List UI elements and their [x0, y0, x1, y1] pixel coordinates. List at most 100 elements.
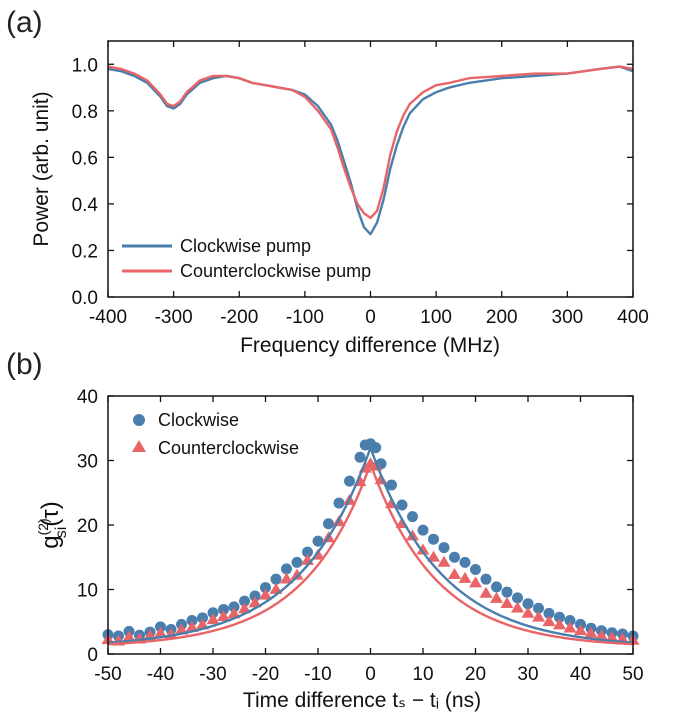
data-point-clockwise	[564, 614, 576, 626]
data-point-clockwise	[323, 518, 334, 530]
data-point-clockwise	[407, 511, 418, 523]
xtick-label: -50	[94, 664, 121, 685]
data-point-clockwise	[428, 533, 439, 545]
legend-counterclockwise-pump-label: Counterclockwise pump	[180, 261, 371, 281]
panel-b-xlabel: Time difference tₛ − tᵢ (ns)	[243, 689, 481, 712]
data-point-counterclockwise	[196, 618, 209, 630]
data-point-clockwise	[249, 590, 261, 602]
panel-b-ylabel-sub: si	[53, 527, 70, 539]
legend-clockwise-label: Clockwise	[158, 410, 239, 430]
ytick-label: 10	[77, 581, 98, 602]
data-point-counterclockwise	[238, 602, 251, 614]
legend-clockwise-pump-label: Clockwise pump	[180, 236, 311, 256]
data-point-counterclockwise	[469, 576, 482, 588]
data-point-clockwise	[554, 611, 565, 623]
series-line-0	[107, 65, 634, 236]
ytick-label: 0.0	[72, 288, 98, 309]
series-line-1	[107, 65, 634, 220]
data-point-clockwise	[417, 524, 429, 536]
data-point-counterclockwise	[458, 571, 472, 583]
data-point-clockwise	[459, 556, 471, 568]
xtick-label: -300	[155, 307, 193, 328]
data-point-counterclockwise	[122, 630, 136, 642]
ytick-label: 0	[87, 645, 98, 666]
data-point-counterclockwise	[248, 596, 262, 608]
data-point-clockwise	[522, 598, 534, 610]
panel-b-frame	[107, 395, 634, 655]
data-point-clockwise	[396, 499, 408, 511]
panel-a-legend: Clockwise pump Counterclockwise pump	[122, 236, 371, 281]
legend-counterclockwise-label: Counterclockwise	[158, 438, 299, 458]
xtick-label: -40	[147, 664, 174, 685]
panel-a-ylabel: Power (arb. unit)	[30, 91, 53, 246]
xtick-label: 40	[570, 664, 591, 685]
data-point-clockwise	[543, 607, 555, 619]
data-point-clockwise	[281, 563, 292, 575]
data-point-clockwise	[239, 595, 250, 607]
data-point-counterclockwise	[154, 626, 167, 638]
ytick-label: 40	[77, 387, 98, 408]
data-point-clockwise	[270, 573, 282, 585]
data-point-counterclockwise	[217, 609, 230, 621]
panel-a-xlabel: Frequency difference (MHz)	[240, 334, 500, 357]
panel-b: (b) -50 -40 -30 -20 -10 0 10 20 30 40 50 0 10 20 30 40…	[6, 348, 644, 712]
data-point-counterclockwise	[511, 601, 524, 613]
data-point-counterclockwise	[595, 629, 608, 641]
data-point-clockwise	[228, 601, 240, 613]
data-point-counterclockwise	[563, 621, 577, 633]
data-point-counterclockwise	[553, 618, 566, 630]
xtick-label: -10	[304, 664, 331, 685]
fit-line-2	[107, 444, 634, 644]
xtick-label: -100	[286, 307, 324, 328]
data-point-counterclockwise	[206, 613, 220, 625]
data-point-counterclockwise	[542, 615, 556, 627]
xtick-label: 10	[412, 664, 433, 685]
panel-a-label: (a)	[6, 6, 43, 39]
data-point-clockwise	[480, 573, 492, 585]
data-point-counterclockwise	[437, 555, 451, 567]
data-point-counterclockwise	[479, 586, 493, 598]
data-point-counterclockwise	[259, 588, 272, 600]
data-point-counterclockwise	[574, 624, 587, 636]
panel-a-xticks: -400 -300 -200 -100 0 100 200 300 400	[89, 41, 649, 328]
data-point-counterclockwise	[427, 550, 440, 562]
data-point-counterclockwise	[280, 572, 293, 584]
panel-a: (a) -400 -300 -200 -100 0 100 200 300 400 0.0 0.2…	[6, 6, 649, 357]
data-point-clockwise	[260, 582, 271, 594]
data-point-clockwise	[197, 612, 208, 624]
xtick-label: -200	[220, 307, 258, 328]
data-point-counterclockwise	[448, 568, 461, 580]
ytick-label: 0.2	[72, 241, 98, 262]
ytick-label: 0.4	[72, 195, 99, 216]
panel-b-ylabel-main: g	[37, 535, 64, 548]
data-point-clockwise	[512, 592, 523, 604]
panel-b-ylabel-super: (2)	[35, 518, 51, 535]
data-point-clockwise	[438, 542, 450, 554]
xtick-label: 100	[420, 307, 452, 328]
xtick-label: 400	[617, 307, 649, 328]
panel-b-ylabel: g(2) si(τ)	[35, 501, 70, 549]
data-point-clockwise	[370, 442, 382, 454]
data-point-clockwise	[533, 602, 544, 614]
data-point-counterclockwise	[416, 543, 430, 555]
xtick-label: 50	[622, 664, 643, 685]
legend-clockwise-marker	[133, 414, 145, 426]
ytick-label: 0.8	[72, 102, 98, 123]
panel-a-plot-area	[107, 65, 634, 236]
data-point-clockwise	[344, 475, 355, 487]
data-point-clockwise	[302, 546, 313, 558]
data-point-counterclockwise	[500, 597, 514, 609]
panel-b-xticks: -50 -40 -30 -20 -10 0 10 20 30 40 50	[94, 396, 644, 685]
data-point-clockwise	[186, 614, 198, 626]
ytick-label: 1.0	[72, 55, 98, 76]
data-point-clockwise	[386, 479, 397, 491]
panel-b-legend: Clockwise Counterclockwise	[132, 410, 299, 458]
panel-b-label: (b)	[6, 348, 43, 381]
panel-b-ylabel-text: g(2) si(τ)	[35, 501, 70, 549]
data-point-clockwise	[354, 451, 366, 463]
data-point-clockwise	[449, 551, 460, 563]
panel-b-yticks: 0 10 20 30 40	[77, 387, 633, 666]
xtick-label: 300	[552, 307, 584, 328]
xtick-label: 0	[365, 664, 376, 685]
xtick-label: 0	[365, 307, 376, 328]
